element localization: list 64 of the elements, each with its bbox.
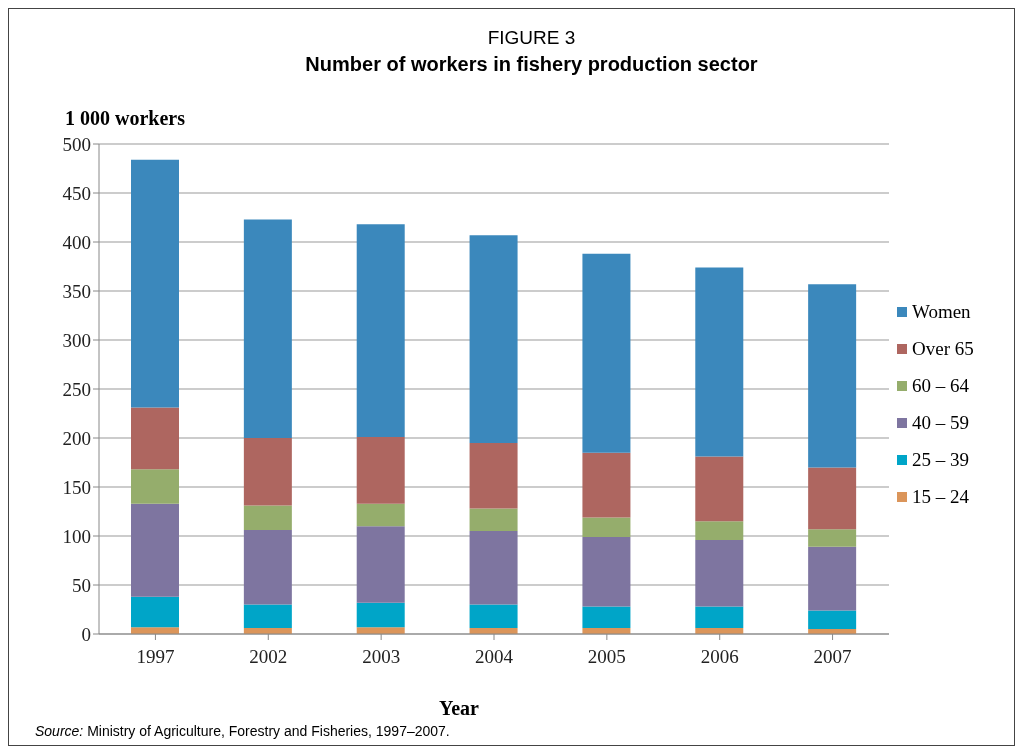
- y-tick-label: 500: [62, 133, 91, 155]
- y-tick-label: 200: [62, 427, 91, 449]
- bar: [808, 610, 857, 630]
- legend-label: 15 – 24: [912, 485, 969, 508]
- x-tick-label: 2004: [475, 646, 514, 668]
- source-note: Source: Ministry of Agriculture, Forestry and Fisheries, 1997–2007.: [35, 723, 450, 739]
- legend-label: 40 – 59: [912, 411, 969, 434]
- bar: [469, 531, 518, 605]
- bar: [131, 503, 179, 597]
- x-axis-title: Year: [438, 697, 480, 720]
- y-tick-label: 150: [62, 476, 91, 498]
- bar: [243, 530, 292, 605]
- y-tick-label: 300: [62, 329, 91, 351]
- bar: [695, 539, 744, 607]
- x-tick-label: 2006: [700, 646, 739, 668]
- y-tick-label: 50: [72, 574, 91, 596]
- bar: [356, 224, 405, 438]
- bar: [243, 604, 292, 629]
- bar: [243, 505, 292, 531]
- bar: [695, 606, 744, 629]
- bar: [356, 437, 405, 504]
- bar: [695, 267, 744, 457]
- bar: [243, 438, 292, 506]
- bar: [582, 536, 631, 607]
- bar: [808, 529, 857, 547]
- chart-subtitle: Number of workers in fishery production sector: [304, 53, 759, 76]
- bar: [243, 219, 292, 438]
- bar: [469, 235, 518, 443]
- bar: [356, 526, 405, 603]
- bar: [131, 407, 179, 470]
- bar: [356, 503, 405, 527]
- bar: [131, 159, 179, 408]
- legend-label: Women: [912, 300, 971, 323]
- y-tick-label: 350: [62, 280, 91, 302]
- bar: [808, 467, 857, 530]
- legend-label: 60 – 64: [912, 374, 969, 397]
- bar: [808, 284, 857, 468]
- y-tick-label: 400: [62, 231, 91, 253]
- y-tick-label: 250: [62, 378, 91, 400]
- bar: [695, 456, 744, 522]
- legend-label: Over 65: [912, 337, 974, 360]
- chart-title: FIGURE 3: [486, 27, 577, 49]
- y-tick-label: 100: [62, 525, 91, 547]
- x-tick-label: 2003: [362, 646, 401, 668]
- bar: [695, 521, 744, 540]
- y-tick-label: 450: [62, 182, 91, 204]
- x-tick-label: 2007: [813, 646, 852, 668]
- bar: [469, 508, 518, 532]
- bar: [469, 442, 518, 509]
- x-tick-label: 2005: [587, 646, 626, 668]
- legend-label: 25 – 39: [912, 448, 969, 471]
- bar: [808, 546, 857, 611]
- y-axis-title: 1 000 workers: [65, 107, 185, 130]
- bar: [469, 604, 518, 629]
- bar: [582, 606, 631, 629]
- bar: [131, 596, 179, 628]
- bar: [582, 517, 631, 537]
- x-tick-label: 1997: [136, 646, 175, 668]
- x-tick-label: 2002: [249, 646, 288, 668]
- bar: [356, 602, 405, 628]
- y-tick-label: 0: [81, 623, 91, 645]
- bar: [131, 469, 179, 504]
- bar: [582, 452, 631, 518]
- bar: [582, 253, 631, 453]
